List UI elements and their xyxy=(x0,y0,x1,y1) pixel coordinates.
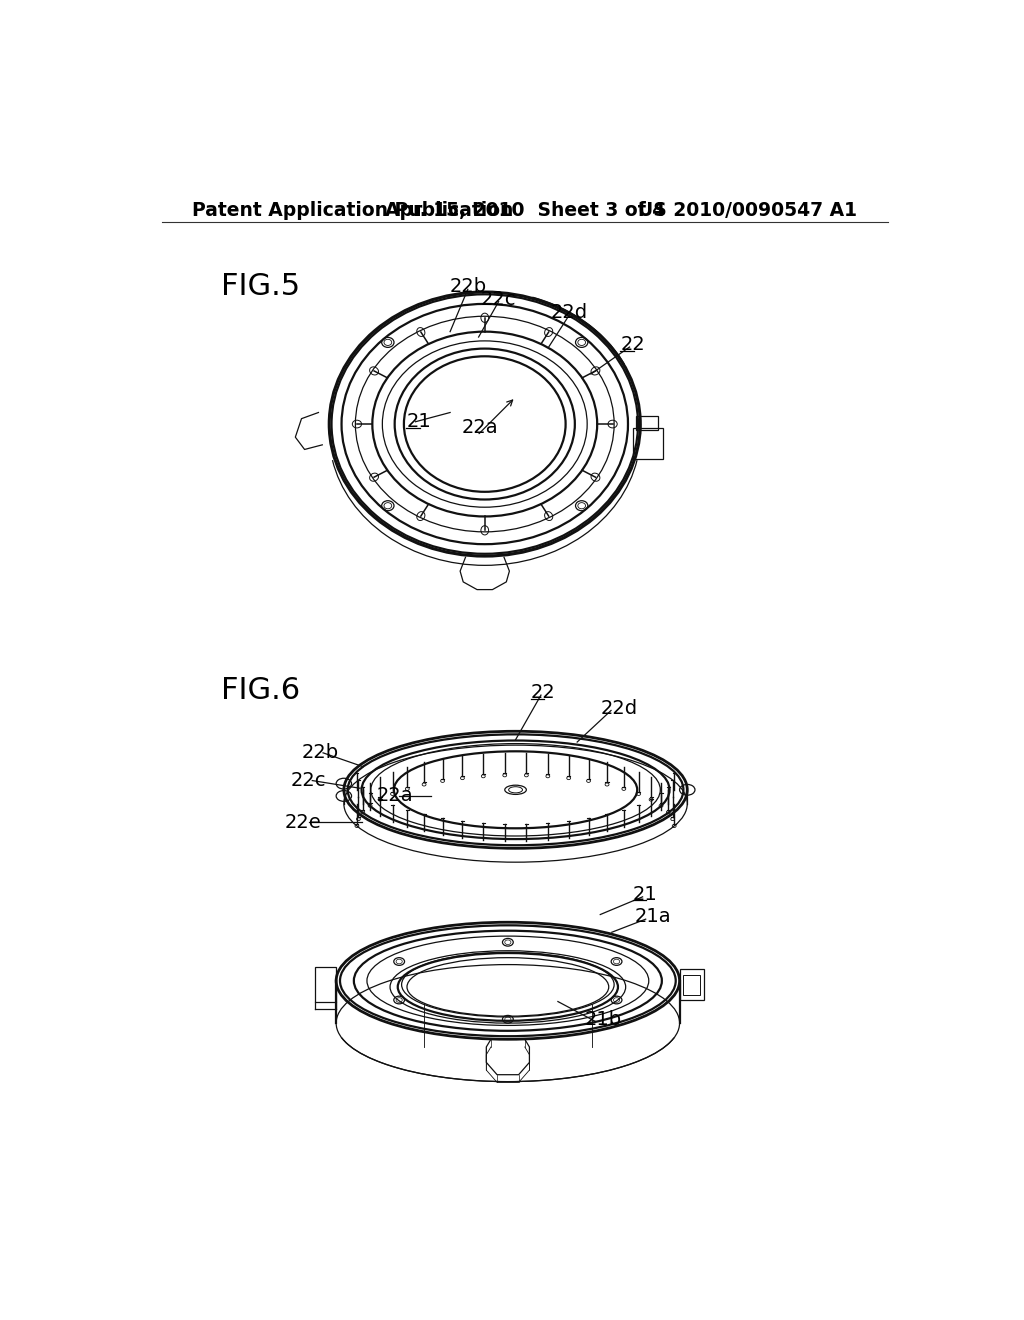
Text: Apr. 15, 2010  Sheet 3 of 4: Apr. 15, 2010 Sheet 3 of 4 xyxy=(385,201,665,220)
Text: 22: 22 xyxy=(531,684,556,702)
Text: FIG.5: FIG.5 xyxy=(221,272,301,301)
Text: 21a: 21a xyxy=(635,907,672,927)
Text: US 2010/0090547 A1: US 2010/0090547 A1 xyxy=(638,201,857,220)
Text: 22b: 22b xyxy=(451,277,487,297)
Text: 21: 21 xyxy=(633,884,657,904)
Text: 22a: 22a xyxy=(377,787,414,805)
Text: 22c: 22c xyxy=(481,290,516,309)
Text: FIG.6: FIG.6 xyxy=(221,676,301,705)
Text: 22b: 22b xyxy=(301,743,339,763)
Text: 22c: 22c xyxy=(291,771,327,791)
Text: 22e: 22e xyxy=(285,813,322,832)
Text: 21b: 21b xyxy=(585,1010,622,1028)
Text: 22d: 22d xyxy=(600,698,637,718)
Text: Patent Application Publication: Patent Application Publication xyxy=(193,201,513,220)
Text: 22: 22 xyxy=(621,335,645,354)
Text: 22d: 22d xyxy=(551,302,588,322)
Text: 22a: 22a xyxy=(462,418,499,437)
Text: 21: 21 xyxy=(407,412,431,432)
